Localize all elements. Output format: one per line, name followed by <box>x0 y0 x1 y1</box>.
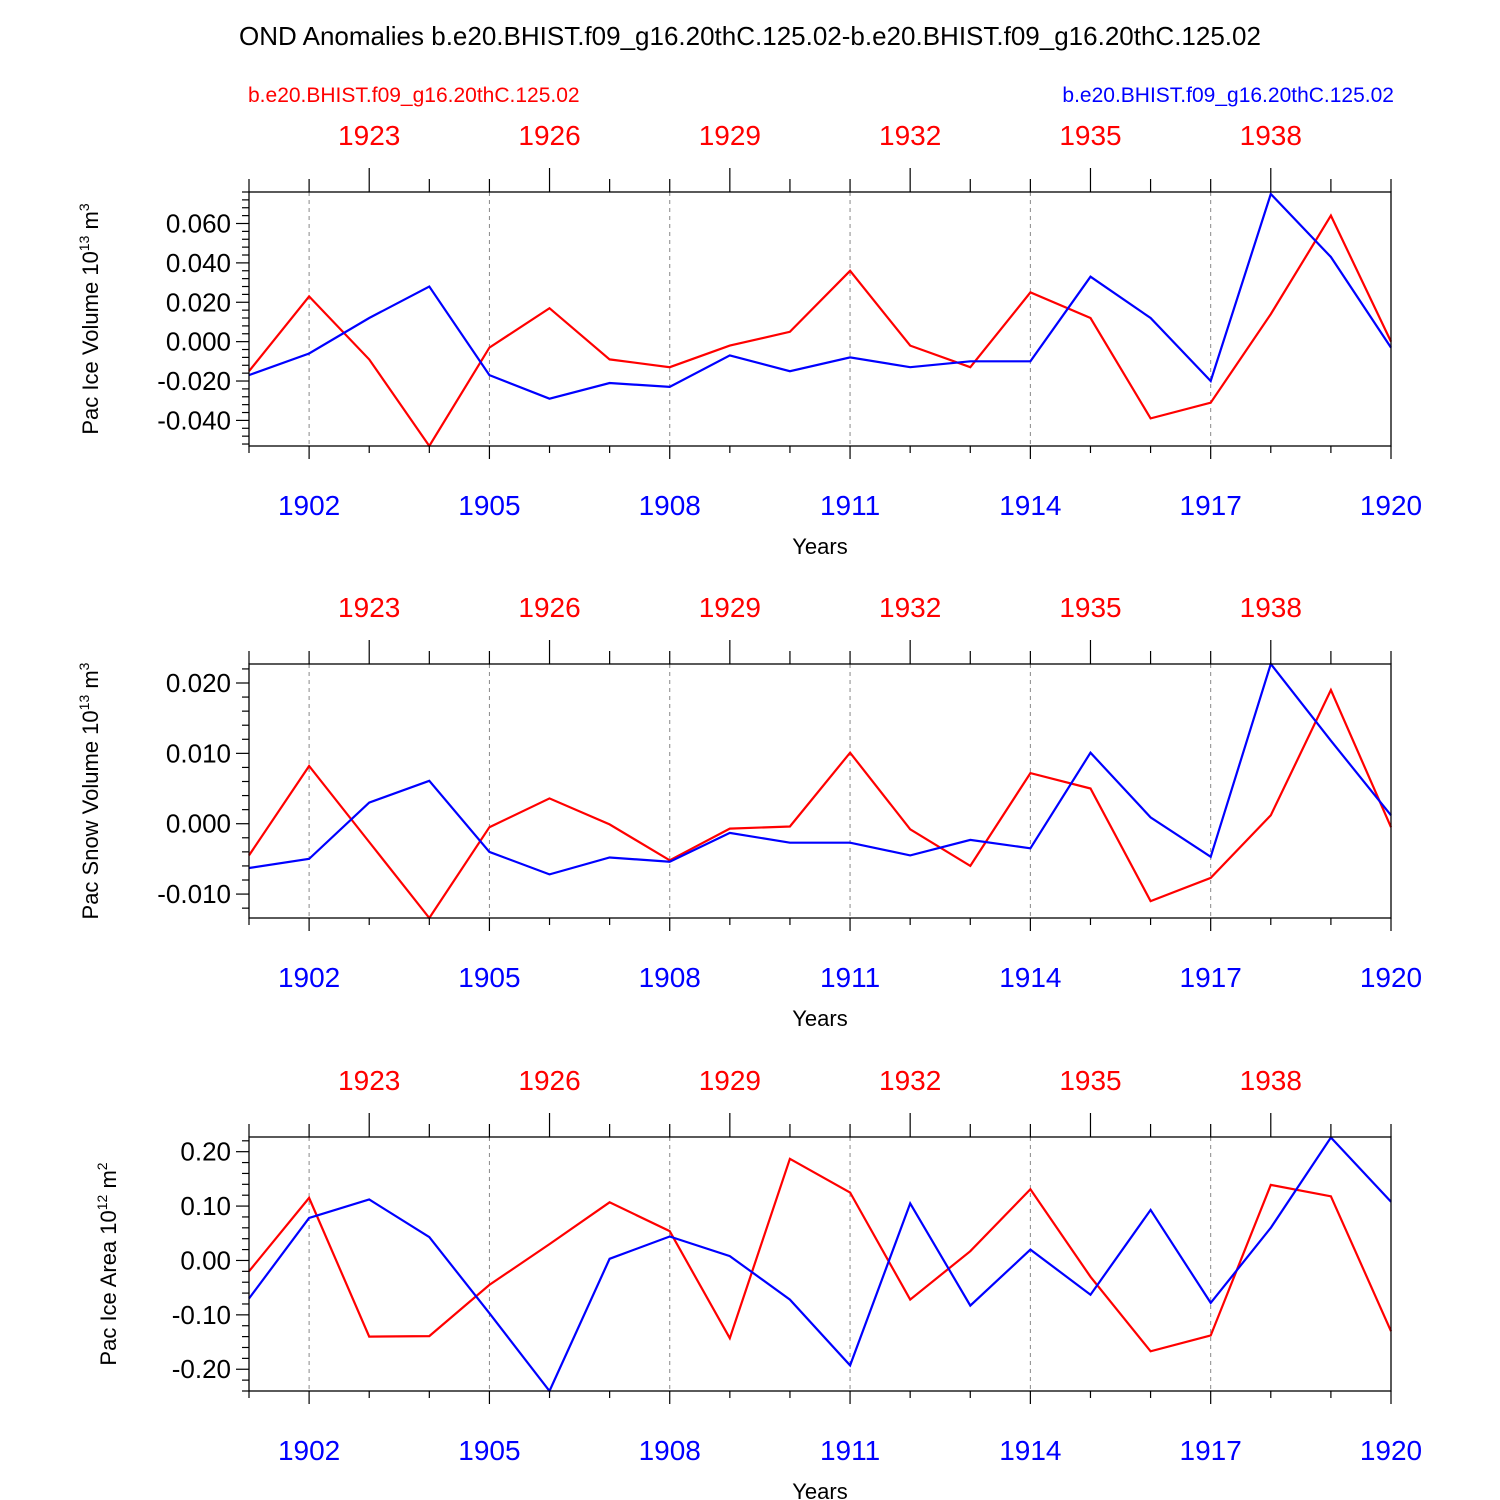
x-top-tick-label: 1935 <box>1059 120 1121 151</box>
chart-panel-1: 0.060 0.040 0.020 0.000 -0.020 -0.040 1902 1905… <box>76 120 1422 559</box>
x-top-tick-label: 1935 <box>1059 1065 1121 1096</box>
blue-series-line <box>248 661 1392 876</box>
red-series-line <box>248 1157 1393 1353</box>
blue-series-line <box>248 1135 1392 1394</box>
chart-panel-3: 0.20 0.10 0.00 -0.10 -0.20 1902 1905 1908 1911 19… <box>94 1065 1422 1500</box>
x-bottom-tick-label: 1908 <box>639 490 701 521</box>
x-top-tick-label: 1935 <box>1059 592 1121 623</box>
x-axis-label: Years <box>792 1006 847 1031</box>
x-bottom-tick-label: 1914 <box>999 962 1061 993</box>
y-axis-label: Pac Snow Volume 1013 m3 <box>76 662 103 919</box>
y-tick-label: 0.000 <box>166 327 231 357</box>
red-series-line <box>248 687 1393 920</box>
y-tick-label: 0.00 <box>180 1245 231 1275</box>
y-tick-label: -0.040 <box>157 405 231 435</box>
y-tick-label: 0.010 <box>166 738 231 768</box>
y-axis-label-superscript: 13 <box>76 695 92 711</box>
y-axis-label-superscript: 3 <box>76 203 92 211</box>
y-axis-label-part: Pac Ice Volume 10 <box>78 251 103 434</box>
y-tick-label: -0.010 <box>157 879 231 909</box>
y-axis-label-superscript: 13 <box>76 235 92 251</box>
x-bottom-tick-label: 1914 <box>999 1435 1061 1466</box>
legend-red-label: b.e20.BHIST.f09_g16.20thC.125.02 <box>248 84 580 107</box>
x-bottom-tick-label: 1917 <box>1180 490 1242 521</box>
y-axis-label-part: m <box>78 211 103 235</box>
y-tick-label: 0.040 <box>166 248 231 278</box>
y-tick-label: -0.20 <box>172 1354 231 1384</box>
y-tick-label: 0.000 <box>166 809 231 839</box>
y-tick-label: 0.020 <box>166 668 231 698</box>
y-axis-label-part: Pac Ice Area 10 <box>96 1210 121 1365</box>
x-bottom-tick-label: 1908 <box>639 962 701 993</box>
y-tick-label: 0.20 <box>180 1137 231 1167</box>
y-axis-label-superscript: 3 <box>76 662 92 670</box>
x-top-tick-label: 1929 <box>699 1065 761 1096</box>
x-top-tick-label: 1932 <box>879 1065 941 1096</box>
figure-title: OND Anomalies b.e20.BHIST.f09_g16.20thC.… <box>239 21 1261 51</box>
x-top-tick-label: 1923 <box>338 120 400 151</box>
x-bottom-tick-label: 1920 <box>1360 490 1422 521</box>
x-top-tick-label: 1926 <box>518 1065 580 1096</box>
x-bottom-tick-label: 1914 <box>999 490 1061 521</box>
y-tick-label: 0.020 <box>166 287 231 317</box>
x-top-tick-label: 1929 <box>699 120 761 151</box>
x-bottom-tick-label: 1911 <box>820 1435 880 1466</box>
x-bottom-tick-label: 1902 <box>278 962 340 993</box>
y-axis-label: Pac Ice Volume 1013 m3 <box>76 203 103 434</box>
y-axis-label-superscript: 2 <box>94 1162 110 1170</box>
blue-series-line <box>248 191 1392 400</box>
plot-frame <box>248 1136 1392 1392</box>
y-axis-label-superscript: 12 <box>94 1194 110 1210</box>
x-top-tick-label: 1926 <box>518 592 580 623</box>
y-axis-label-part: Pac Snow Volume 10 <box>78 710 103 919</box>
x-bottom-tick-label: 1908 <box>639 1435 701 1466</box>
x-bottom-tick-label: 1902 <box>278 1435 340 1466</box>
x-bottom-tick-label: 1917 <box>1180 962 1242 993</box>
legend-blue-label: b.e20.BHIST.f09_g16.20thC.125.02 <box>1062 84 1394 107</box>
y-axis-label-part: m <box>78 670 103 694</box>
chart-panel-2: 0.020 0.010 0.000 -0.010 1902 1905 1908 1911 191… <box>76 592 1422 1031</box>
x-axis-label: Years <box>792 534 847 559</box>
x-bottom-tick-label: 1920 <box>1360 1435 1422 1466</box>
red-series-line <box>248 213 1392 449</box>
panels: 0.060 0.040 0.020 0.000 -0.020 -0.040 1902 1905… <box>76 120 1422 1500</box>
x-bottom-tick-label: 1920 <box>1360 962 1422 993</box>
y-tick-label: 0.10 <box>180 1191 231 1221</box>
x-top-tick-label: 1926 <box>518 120 580 151</box>
x-top-tick-label: 1932 <box>879 120 941 151</box>
x-top-tick-label: 1923 <box>338 1065 400 1096</box>
x-axis-label: Years <box>792 1479 847 1500</box>
x-bottom-tick-label: 1917 <box>1180 1435 1242 1466</box>
x-top-tick-label: 1938 <box>1240 592 1302 623</box>
y-tick-label: 0.060 <box>166 209 231 239</box>
plot-frame <box>248 191 1392 447</box>
x-bottom-tick-label: 1911 <box>820 490 880 521</box>
x-top-tick-label: 1938 <box>1240 120 1302 151</box>
x-bottom-tick-label: 1905 <box>458 490 520 521</box>
y-tick-label: -0.020 <box>157 366 231 396</box>
x-bottom-tick-label: 1911 <box>820 962 880 993</box>
y-axis-label: Pac Ice Area 1012 m2 <box>94 1162 121 1365</box>
x-top-tick-label: 1929 <box>699 592 761 623</box>
x-bottom-tick-label: 1902 <box>278 490 340 521</box>
x-top-tick-label: 1938 <box>1240 1065 1302 1096</box>
x-top-tick-label: 1923 <box>338 592 400 623</box>
y-tick-label: -0.10 <box>172 1300 231 1330</box>
plot-frame <box>248 663 1392 919</box>
x-bottom-tick-label: 1905 <box>458 962 520 993</box>
x-bottom-tick-label: 1905 <box>458 1435 520 1466</box>
x-top-tick-label: 1932 <box>879 592 941 623</box>
y-axis-label-part: m <box>96 1170 121 1194</box>
